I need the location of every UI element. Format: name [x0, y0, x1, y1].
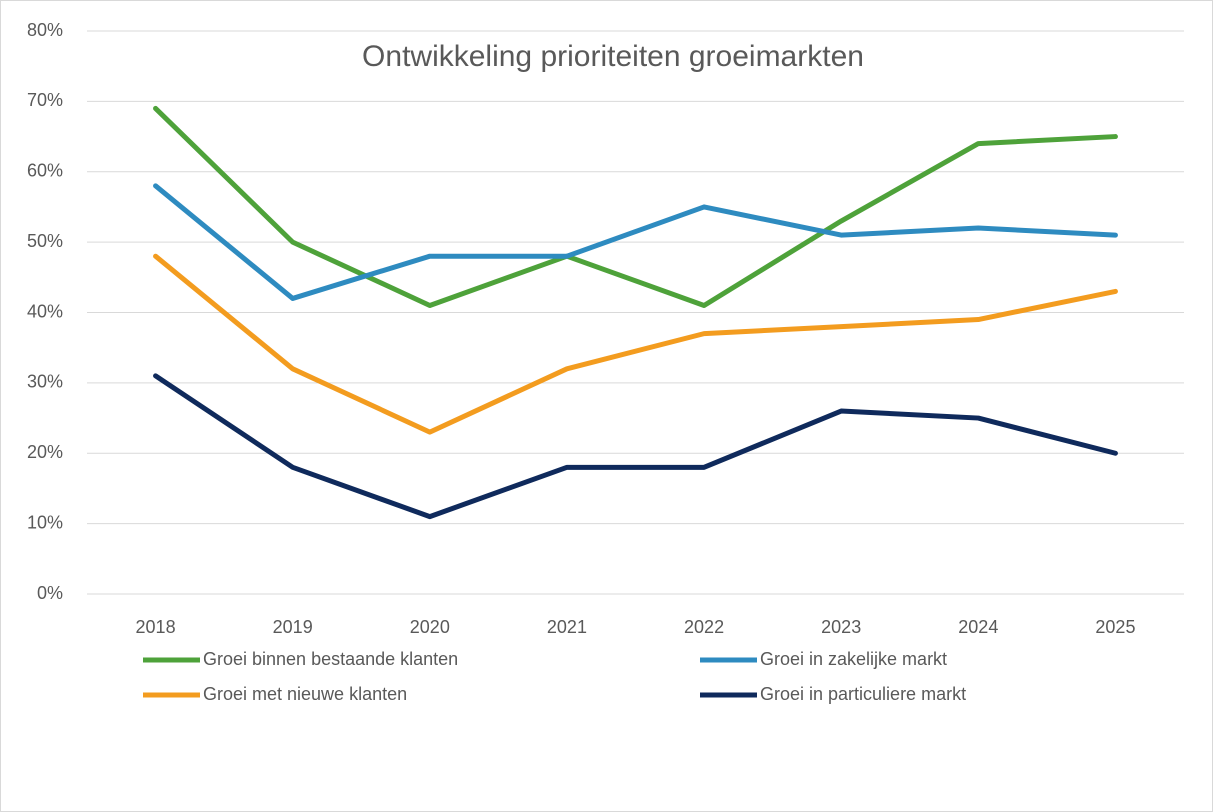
y-tick-label: 60% — [27, 161, 63, 181]
x-tick-label: 2018 — [136, 617, 176, 637]
legend-label: Groei binnen bestaande klanten — [203, 649, 458, 669]
y-tick-label: 20% — [27, 442, 63, 462]
series-line — [153, 373, 1118, 520]
chart-title: Ontwikkeling prioriteiten groeimarkten — [362, 40, 864, 73]
x-tick-label: 2019 — [273, 617, 313, 637]
x-tick-label: 2021 — [547, 617, 587, 637]
legend-label: Groei in zakelijke markt — [760, 649, 947, 669]
series-line — [153, 253, 1118, 435]
y-tick-label: 80% — [27, 20, 63, 40]
y-tick-label: 30% — [27, 372, 63, 392]
x-tick-label: 2023 — [821, 617, 861, 637]
x-tick-label: 2024 — [958, 617, 998, 637]
legend-label: Groei in particuliere markt — [760, 684, 966, 704]
series-line — [153, 183, 1118, 301]
y-tick-label: 10% — [27, 512, 63, 532]
legend-label: Groei met nieuwe klanten — [203, 684, 407, 704]
y-tick-label: 50% — [27, 231, 63, 251]
series-line — [153, 105, 1118, 308]
x-tick-label: 2020 — [410, 617, 450, 637]
y-tick-label: 0% — [37, 583, 63, 603]
x-tick-label: 2022 — [684, 617, 724, 637]
x-tick-label: 2025 — [1095, 617, 1135, 637]
y-tick-label: 70% — [27, 90, 63, 110]
y-tick-label: 40% — [27, 301, 63, 321]
